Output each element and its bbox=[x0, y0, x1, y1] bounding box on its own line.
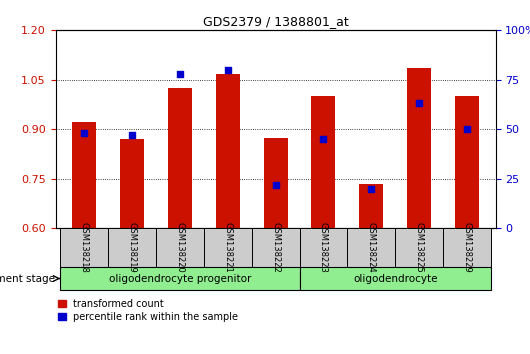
Bar bbox=[252, 228, 299, 267]
Bar bbox=[168, 88, 192, 228]
Bar bbox=[204, 228, 252, 267]
Point bbox=[80, 130, 89, 136]
Bar bbox=[299, 228, 347, 267]
Bar bbox=[299, 267, 491, 290]
Point bbox=[415, 101, 423, 106]
Text: oligodendrocyte progenitor: oligodendrocyte progenitor bbox=[109, 274, 251, 284]
Text: GSM138224: GSM138224 bbox=[367, 222, 376, 273]
Bar bbox=[73, 122, 96, 228]
Text: GSM138223: GSM138223 bbox=[319, 222, 328, 273]
Text: development stage: development stage bbox=[0, 274, 55, 284]
Bar bbox=[347, 228, 395, 267]
Text: GSM138229: GSM138229 bbox=[462, 222, 471, 273]
Bar bbox=[395, 228, 443, 267]
Bar bbox=[216, 74, 240, 228]
Point bbox=[463, 126, 471, 132]
Point bbox=[319, 136, 328, 142]
Point bbox=[176, 71, 184, 76]
Bar bbox=[60, 228, 108, 267]
Bar bbox=[312, 96, 335, 228]
Bar bbox=[120, 139, 144, 228]
Title: GDS2379 / 1388801_at: GDS2379 / 1388801_at bbox=[202, 15, 349, 28]
Bar bbox=[156, 228, 204, 267]
Point bbox=[224, 67, 232, 73]
Point bbox=[367, 186, 375, 192]
Text: GSM138221: GSM138221 bbox=[223, 222, 232, 273]
Bar bbox=[60, 267, 299, 290]
Bar bbox=[443, 228, 491, 267]
Bar bbox=[108, 228, 156, 267]
Text: GSM138222: GSM138222 bbox=[271, 222, 280, 273]
Text: GSM138220: GSM138220 bbox=[175, 222, 184, 273]
Bar bbox=[263, 138, 288, 228]
Point bbox=[128, 132, 136, 138]
Bar bbox=[455, 96, 479, 228]
Text: GSM138218: GSM138218 bbox=[80, 222, 89, 273]
Text: oligodendrocyte: oligodendrocyte bbox=[353, 274, 437, 284]
Text: GSM138219: GSM138219 bbox=[128, 222, 137, 273]
Text: GSM138225: GSM138225 bbox=[414, 222, 423, 273]
Bar bbox=[407, 68, 431, 228]
Bar bbox=[359, 184, 383, 228]
Legend: transformed count, percentile rank within the sample: transformed count, percentile rank withi… bbox=[58, 299, 239, 321]
Point bbox=[271, 182, 280, 188]
